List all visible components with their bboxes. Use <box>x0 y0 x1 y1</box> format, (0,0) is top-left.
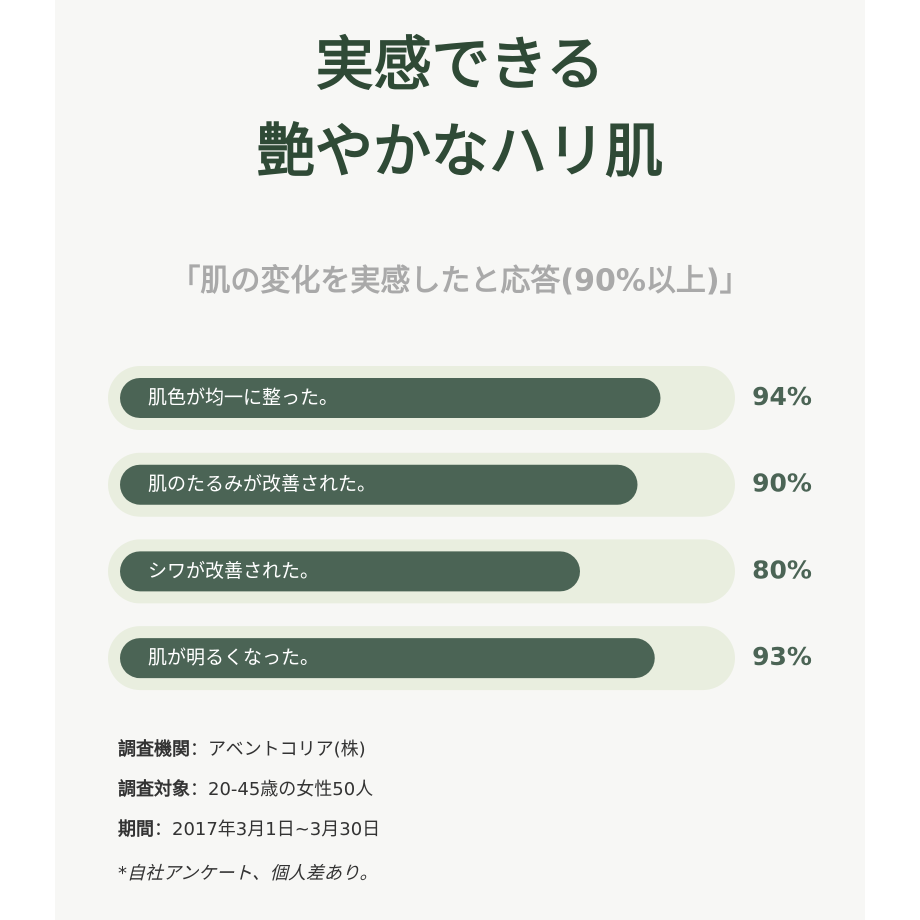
note-text: ：20-45歳の女性50人 <box>190 779 373 800</box>
bar <box>120 464 638 505</box>
note: 期間：2017年3月1日~3月30日 <box>118 819 380 840</box>
value-label: 90% <box>752 469 812 498</box>
category-label: 肌色が均一に整った。 <box>148 387 338 409</box>
note: 調査機関：アベントコリア(株) <box>118 738 366 760</box>
title-line: 実感できる <box>316 30 605 98</box>
note-label: 調査機関 <box>118 738 190 760</box>
category-label: 肌が明るくなった。 <box>148 647 319 669</box>
bar <box>120 638 655 679</box>
note-label: 期間 <box>118 819 154 840</box>
disclaimer: *自社アンケート、個人差あり。 <box>118 863 378 884</box>
note-text: ：アベントコリア(株) <box>190 739 366 760</box>
bar <box>120 378 661 418</box>
category-label: シワが改善された。 <box>148 560 319 582</box>
value-label: 94% <box>752 382 812 411</box>
bar <box>120 551 580 592</box>
note-label: 調査対象 <box>118 778 190 800</box>
value-label: 93% <box>752 642 812 671</box>
category-label: 肌のたるみが改善された。 <box>148 473 376 495</box>
note: 調査対象：20-45歳の女性50人 <box>118 778 373 800</box>
subtitle: 「肌の変化を実感したと応答(90%以上)」 <box>170 264 749 299</box>
title-line: 艶やかなハリ肌 <box>257 117 663 185</box>
value-label: 80% <box>752 555 812 584</box>
note-text: ：2017年3月1日~3月30日 <box>154 819 380 840</box>
